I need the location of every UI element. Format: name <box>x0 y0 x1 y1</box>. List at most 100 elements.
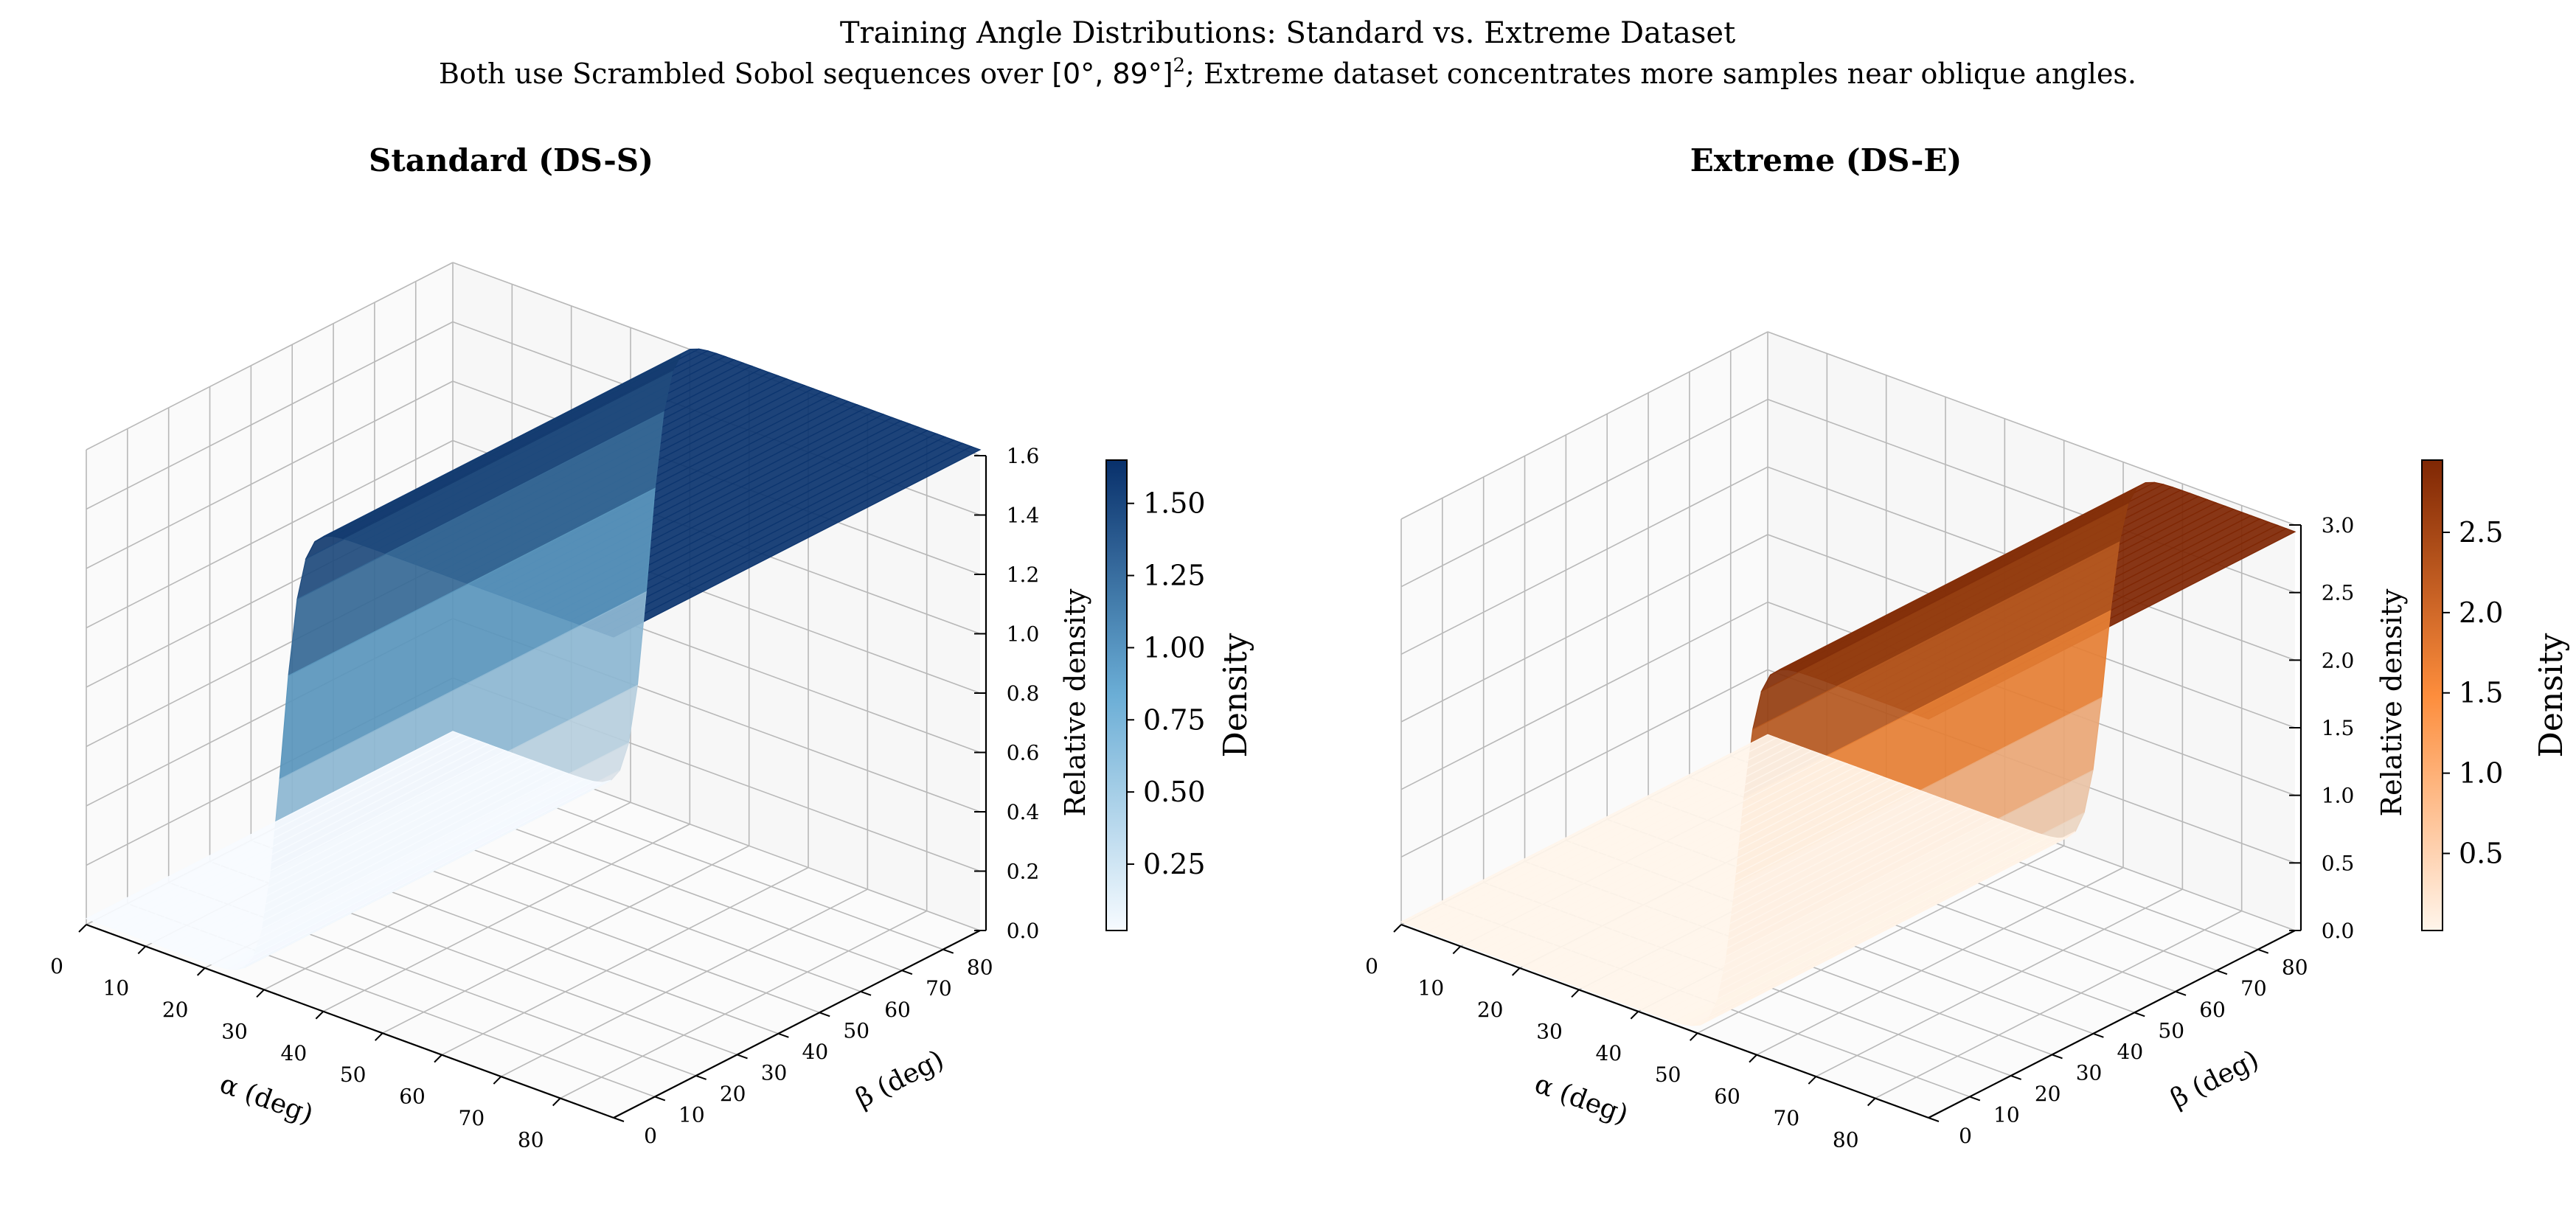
colorbar: 0.5 1.0 1.5 2.0 2.5 Density <box>2421 459 2570 931</box>
grid-line <box>86 262 454 451</box>
grid-line <box>86 439 454 629</box>
panel-standard: Standard (DS-S) 0 10 20 30 40 50 60 70 80 0 10 20 30 4… <box>50 142 1254 1152</box>
y-axis-line <box>1928 930 2296 1119</box>
x-tick-label: 80 <box>518 1128 544 1152</box>
y-tick-label: 70 <box>2240 976 2267 1001</box>
x-tick <box>256 989 265 998</box>
x-tick <box>315 1011 324 1020</box>
z-tick-label: 0.2 <box>1007 860 1040 884</box>
x-tick-label: 20 <box>162 998 189 1022</box>
colorbar-tick-label: 0.25 <box>1143 848 1206 880</box>
grid-line <box>86 380 454 569</box>
grid-line <box>1400 601 1768 790</box>
colorbar-tick-label: 0.5 <box>2459 837 2503 869</box>
z-tick-label: 0.8 <box>1007 681 1040 706</box>
y-tick-label: 10 <box>678 1102 705 1127</box>
grid-line <box>1875 910 2243 1099</box>
x-tick-label: 80 <box>1833 1128 1859 1152</box>
x-tick <box>1511 967 1521 976</box>
z-tick-label: 2.0 <box>2322 648 2355 672</box>
x-tick <box>196 967 206 976</box>
x-tick-label: 30 <box>1536 1019 1563 1043</box>
colorbar-tick-label: 0.75 <box>1143 703 1206 736</box>
colorbar-tick-label: 1.25 <box>1143 560 1206 592</box>
x-tick-label: 10 <box>103 975 130 1000</box>
y-tick <box>2052 1054 2063 1060</box>
y-tick <box>2010 1074 2022 1080</box>
x-tick-label: 60 <box>1714 1085 1740 1109</box>
y-tick <box>1969 1096 1981 1102</box>
z-tick-label: 1.4 <box>1007 504 1040 528</box>
y-tick <box>613 1117 625 1122</box>
grid-line <box>86 321 454 510</box>
y-tick-label: 40 <box>2117 1040 2144 1064</box>
grid-line <box>1400 466 1768 655</box>
grid-line <box>441 866 809 1056</box>
y-tick-label: 60 <box>884 998 911 1022</box>
y-tick <box>2216 970 2228 975</box>
grid-line <box>1400 331 1768 520</box>
y-tick <box>942 948 954 954</box>
grid-line <box>1756 866 2124 1056</box>
x-tick <box>1571 989 1580 998</box>
z-tick-label: 1.0 <box>2322 784 2355 808</box>
density-surface <box>85 348 982 970</box>
x-tick <box>552 1097 561 1107</box>
colorbar-tick-label: 1.0 <box>2459 757 2503 790</box>
colorbar-tick-label: 1.50 <box>1143 487 1206 520</box>
y-tick-label: 50 <box>843 1018 869 1043</box>
y-tick-label: 80 <box>967 956 993 980</box>
y-tick-label: 30 <box>2076 1060 2103 1085</box>
x-tick <box>137 945 147 955</box>
y-tick-label: 70 <box>926 976 952 1001</box>
y-tick <box>1928 1117 1940 1122</box>
panel-title: Extreme (DS-E) <box>1690 142 1962 178</box>
y-tick <box>654 1096 666 1102</box>
surface-strip <box>85 731 463 922</box>
z-axis-label: Relative density <box>2375 588 2408 817</box>
x-tick-label: 20 <box>1477 998 1504 1022</box>
figure-title: Training Angle Distributions: Standard v… <box>840 16 1735 50</box>
density-surface <box>1400 481 2296 1026</box>
y-tick-label: 40 <box>802 1040 829 1064</box>
colorbar-gradient <box>2421 459 2443 931</box>
x-tick <box>374 1032 383 1041</box>
z-tick-label: 0.6 <box>1007 741 1040 765</box>
x-tick <box>1452 945 1462 955</box>
ticks: 0 10 20 30 40 50 60 70 80 0 10 20 30 40 50 60 70 80 0.0 0.5… <box>1365 513 2354 1152</box>
grid-line <box>322 824 690 1012</box>
y-tick-label: 0 <box>644 1124 657 1148</box>
grid-line <box>1400 398 1768 588</box>
z-tick-label: 2.5 <box>2322 581 2355 605</box>
y-tick <box>2134 1012 2145 1018</box>
z-tick-label: 1.6 <box>1007 444 1040 468</box>
y-axis-label: β (deg) <box>851 1044 948 1114</box>
grid-line <box>560 910 928 1099</box>
grid-line <box>1400 534 1768 723</box>
x-axis-label: α (deg) <box>216 1069 317 1130</box>
z-tick-label: 1.5 <box>2322 716 2355 740</box>
colorbar-tick-label: 1.00 <box>1143 631 1206 664</box>
y-axis-line <box>613 930 981 1119</box>
z-tick-label: 0.4 <box>1007 800 1040 824</box>
x-tick <box>1393 924 1402 933</box>
grid-line <box>1400 669 1768 858</box>
subtitle-text-post: ; Extreme dataset concentrates more samp… <box>1185 58 2136 90</box>
x-tick-label: 70 <box>1774 1106 1800 1130</box>
surface-strip <box>1400 734 1778 926</box>
x-tick-label: 10 <box>1418 975 1445 1000</box>
figure-subtitle: Both use Scrambled Sobol sequences over … <box>439 55 2136 90</box>
y-tick <box>860 990 872 996</box>
y-tick <box>819 1012 830 1018</box>
y-tick-label: 50 <box>2158 1018 2184 1043</box>
x-tick <box>434 1054 442 1063</box>
x-tick-label: 60 <box>399 1085 426 1109</box>
subtitle-superscript: 2 <box>1173 55 1186 77</box>
panel-title: Standard (DS-S) <box>369 142 653 178</box>
x-tick-label: 30 <box>221 1019 248 1043</box>
x-axis-line <box>86 923 614 1119</box>
x-tick <box>1630 1011 1639 1020</box>
y-tick <box>695 1074 707 1080</box>
colorbar-label: Density <box>2532 633 2570 757</box>
